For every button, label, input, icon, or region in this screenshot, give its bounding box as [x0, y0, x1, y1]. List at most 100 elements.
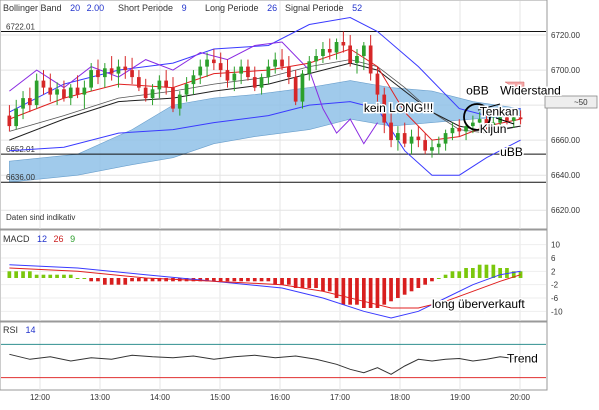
candle-body	[436, 143, 441, 148]
header-short: Short Periode 9	[118, 3, 187, 13]
macd-bar	[491, 264, 496, 278]
highlight-circle	[463, 103, 491, 131]
candle-body	[157, 80, 162, 90]
x-tick-label: 14:00	[150, 393, 171, 402]
candle-body	[252, 77, 257, 88]
rsi-layer	[1, 343, 546, 379]
macd-bar	[430, 278, 434, 282]
x-tick-label: 12:00	[30, 393, 51, 402]
candle-body	[273, 59, 277, 67]
candle-body	[123, 66, 128, 71]
macd-y-tick-label: -10	[551, 307, 563, 316]
candle-body	[450, 127, 455, 134]
macd-bar	[48, 274, 53, 278]
header-p1: 20	[70, 3, 80, 13]
candle-body	[48, 87, 53, 95]
candle-body	[266, 66, 271, 78]
candle-body	[327, 49, 332, 53]
macd-bar	[314, 278, 318, 288]
candle-body	[321, 49, 325, 56]
macd-bar	[130, 278, 134, 282]
candle-body	[314, 56, 318, 62]
macd-bar	[123, 278, 128, 285]
annotations: oBB Widerstand kein LONG!!! Tenkan Kijun uBB l…	[362, 82, 562, 367]
candle-body	[75, 87, 80, 95]
macd-bar	[21, 271, 25, 278]
candle-body	[287, 66, 291, 78]
macd-bar	[402, 278, 407, 295]
macd-bar	[327, 278, 332, 292]
macd-bar	[321, 278, 325, 292]
macd-bar	[464, 268, 468, 278]
price-badge-text: ~50	[574, 98, 588, 107]
candle-body	[518, 117, 523, 120]
candle-body	[505, 117, 509, 121]
candle-body	[116, 66, 121, 74]
macd-bar	[293, 278, 298, 288]
x-tick-label: 17:00	[330, 393, 351, 402]
macd-bar	[41, 274, 46, 278]
macd-bar	[484, 264, 489, 278]
candle-body	[205, 59, 209, 67]
kijun-leader	[495, 117, 515, 125]
candle-body	[259, 77, 264, 88]
candle-body	[491, 122, 496, 127]
candle-body	[348, 45, 352, 63]
macd-header: MACD 12 26 9	[3, 234, 75, 244]
macd-bar	[7, 271, 12, 278]
header-p2: 2.00	[87, 3, 105, 13]
x-tick-label: 16:00	[270, 393, 291, 402]
candle-body	[293, 77, 298, 102]
macd-bar	[28, 271, 32, 278]
macd-y-tick-label: -2	[551, 281, 559, 290]
header-long: Long Periode 26	[205, 3, 277, 13]
y-tick-label: 6700.00	[551, 66, 580, 75]
annotation-text: kein LONG!!!	[364, 101, 433, 115]
candle-body	[89, 70, 93, 88]
macd-y-tick-label: 2	[551, 267, 556, 276]
level-label: 6636.00	[6, 173, 35, 182]
candle-body	[355, 56, 359, 63]
level-label: 6722.01	[6, 23, 35, 32]
kijun-line	[9, 62, 521, 141]
candle-body	[130, 70, 134, 78]
annotation-text: uBB	[500, 145, 523, 159]
candle-body	[191, 75, 196, 85]
candle-body	[300, 73, 305, 102]
bollinger-middle	[9, 59, 521, 134]
macd-bar	[334, 278, 339, 298]
macd-bar	[477, 264, 482, 278]
candle-body	[511, 117, 516, 121]
candle-body	[409, 136, 414, 144]
candle-body	[362, 45, 366, 56]
x-tick-label: 20:00	[510, 393, 531, 402]
macd-bar	[300, 278, 305, 288]
macd-bar	[307, 278, 312, 288]
macd-bar	[96, 278, 100, 282]
candle-body	[464, 126, 468, 132]
rsi-grid	[39, 323, 521, 390]
candle-body	[457, 127, 462, 132]
candle-body	[212, 59, 216, 64]
macd-bar	[273, 278, 277, 285]
macd-bar	[396, 278, 400, 298]
macd-bar	[232, 278, 237, 282]
rsi-line	[9, 353, 521, 375]
macd-bar	[239, 278, 243, 282]
candle-body	[225, 70, 230, 81]
macd-bar	[82, 278, 87, 279]
macd-bar	[457, 271, 462, 278]
candle-body	[82, 87, 87, 95]
macd-bar	[62, 274, 66, 278]
candle-body	[109, 68, 114, 74]
macd-bar	[511, 271, 516, 278]
macd-bar	[164, 278, 168, 282]
macd-bar	[143, 278, 148, 282]
candle-body	[402, 133, 407, 144]
candle-body	[430, 147, 434, 151]
y-tick-label: 6660.00	[551, 136, 580, 145]
candle-body	[341, 42, 346, 46]
candle-body	[14, 108, 18, 127]
macd-bar	[341, 278, 346, 305]
